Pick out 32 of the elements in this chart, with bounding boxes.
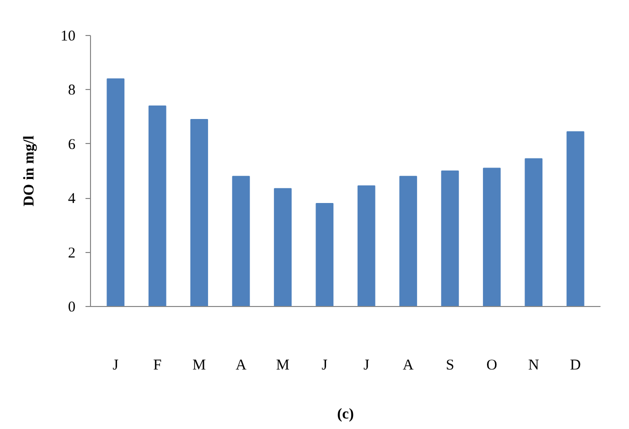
x-tick-label: J	[363, 358, 370, 374]
bar	[232, 176, 250, 306]
bar	[441, 170, 459, 306]
x-tick-label: N	[528, 358, 540, 374]
y-tick-label: 8	[68, 82, 76, 99]
x-tick-label: D	[570, 358, 581, 374]
bar	[524, 158, 542, 306]
x-tick-label: M	[192, 358, 206, 374]
y-tick-label: 6	[68, 136, 76, 153]
x-tick-label: J	[112, 358, 119, 374]
bar	[190, 119, 208, 306]
bar	[106, 78, 124, 306]
bar	[274, 188, 292, 306]
y-tick-label: 10	[60, 28, 76, 44]
y-tick-label: 4	[68, 191, 76, 208]
x-tick-label: F	[153, 358, 162, 374]
bar	[482, 168, 501, 306]
x-axis-title: (c)	[337, 406, 354, 422]
y-axis-title: DO in mg/l	[22, 136, 38, 206]
bar	[566, 131, 584, 306]
x-tick-label: M	[276, 358, 290, 374]
x-tick-label: A	[236, 358, 247, 374]
x-tick-label: A	[402, 358, 414, 374]
x-tick-label: J	[322, 358, 328, 374]
y-tick-label: 2	[68, 245, 76, 262]
y-tick-label: 0	[68, 300, 76, 316]
bar	[399, 176, 418, 306]
x-tick-label: S	[446, 358, 454, 374]
bar	[148, 105, 166, 306]
bar	[358, 185, 376, 306]
bar	[316, 203, 334, 306]
x-tick-label: O	[486, 358, 498, 374]
